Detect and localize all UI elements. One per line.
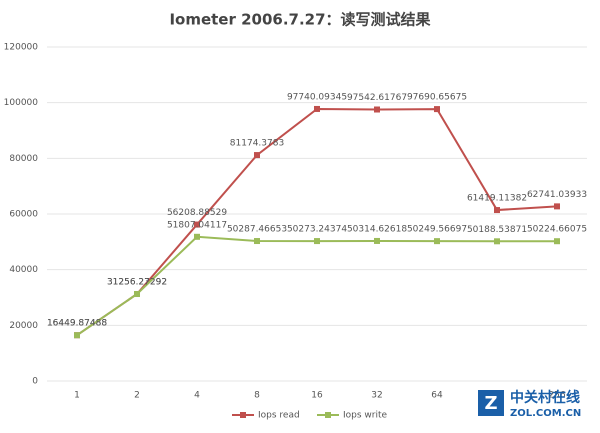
data-label: 50249.56697 [407, 225, 467, 235]
marker [314, 105, 320, 112]
y-tick-label: 40000 [9, 265, 38, 275]
data-label: 50273.24374 [287, 225, 347, 235]
marker [494, 207, 500, 214]
legend-label: Iops write [343, 411, 388, 421]
data-label: 31256.27292 [107, 278, 167, 288]
marker [254, 238, 260, 245]
y-tick-label: 80000 [9, 154, 38, 164]
x-tick-label: 4 [194, 391, 200, 401]
x-tick-label: 16 [311, 391, 323, 401]
watermark-name: 中关村在线 [510, 389, 580, 406]
data-label: 97690.65675 [407, 93, 467, 103]
data-label: 50287.46653 [227, 225, 287, 235]
marker [434, 106, 440, 113]
data-label: 51807.04117 [167, 220, 227, 230]
data-label: 62741.03933 [527, 190, 587, 200]
y-tick-label: 0 [32, 377, 38, 387]
data-label: 50314.62618 [347, 224, 407, 234]
data-label: 61419.11382 [467, 194, 527, 204]
series-line [76, 107, 558, 337]
marker [254, 152, 260, 159]
watermark: Z 中关村在线 ZOL.COM.CN [478, 389, 581, 419]
data-label: 56208.88529 [167, 208, 227, 218]
x-tick-label: 2 [134, 391, 140, 401]
x-tick-label: 32 [371, 391, 382, 401]
x-tick-label: 64 [431, 391, 443, 401]
data-label: 16449.87488 [47, 319, 107, 329]
x-tick-label: 256 [548, 391, 565, 401]
data-label: 97542.61767 [347, 93, 407, 103]
x-tick-label: 8 [254, 391, 260, 401]
legend: Iops read Iops write [232, 411, 388, 421]
marker [434, 238, 440, 245]
marker [314, 238, 320, 245]
x-tick-label: 1 [74, 391, 80, 401]
marker [194, 221, 200, 228]
y-tick-label: 20000 [9, 321, 38, 331]
y-tick-label: 60000 [9, 210, 38, 220]
marker [494, 238, 500, 245]
watermark-logo [478, 390, 504, 416]
data-label: 31256.23292 [107, 278, 167, 288]
data-label: 81174.3783 [230, 139, 284, 149]
watermark-logo-letter: Z [484, 393, 497, 414]
y-tick-label: 120000 [4, 43, 39, 53]
marker [134, 291, 140, 298]
y-tick-label: 100000 [4, 98, 39, 108]
legend-marker [325, 412, 331, 418]
marker [194, 233, 200, 240]
marker [554, 203, 560, 210]
chart-title: Iometer 2006.7.27：读写测试结果 [169, 11, 431, 29]
data-label: 97740.09345 [287, 92, 347, 102]
data-label: 16449.87488 [47, 319, 107, 329]
marker [374, 106, 380, 113]
watermark-site: ZOL.COM.CN [510, 408, 581, 419]
data-label: 50188.53871 [467, 225, 527, 235]
marker [374, 237, 380, 244]
data-label: 50224.66075 [527, 225, 587, 235]
marker [554, 238, 560, 245]
marker [74, 332, 80, 339]
legend-marker [240, 412, 246, 418]
legend-label: Iops read [258, 411, 300, 421]
